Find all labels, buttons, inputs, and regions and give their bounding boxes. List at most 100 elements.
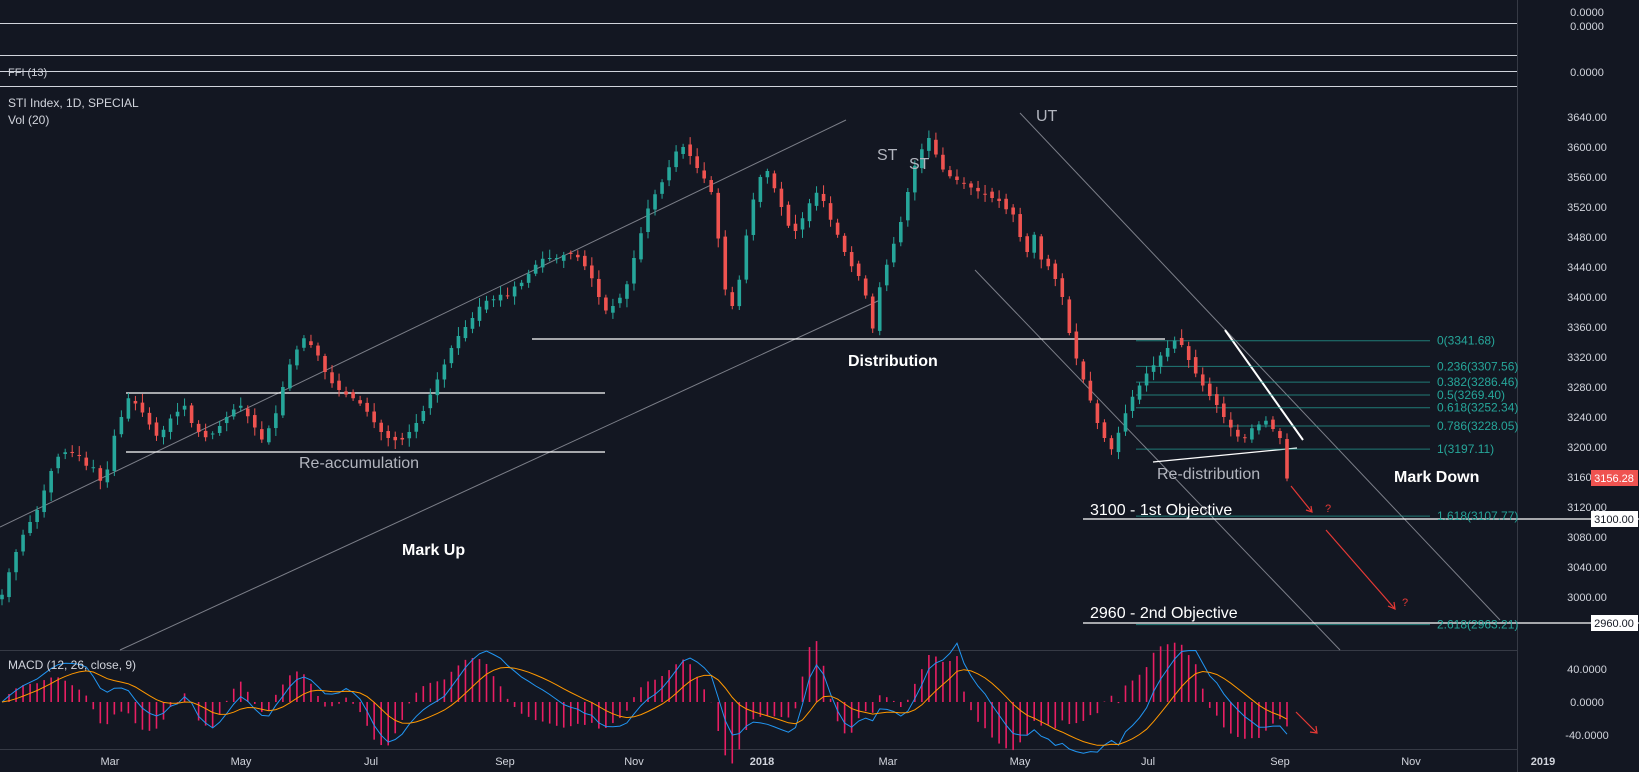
candle-body	[561, 255, 566, 261]
macd-tick-label: -40.0000	[1565, 730, 1608, 742]
candle-body	[112, 435, 117, 472]
candle-body	[1257, 424, 1261, 431]
candle-body	[428, 394, 433, 409]
candle-body	[1193, 357, 1198, 374]
time-tick-label: Jul	[364, 756, 378, 768]
candle-body	[737, 279, 742, 307]
candle-body	[260, 429, 264, 440]
price-tick-label: 3560.00	[1567, 172, 1607, 184]
candle-body	[512, 286, 517, 297]
candle-body	[1011, 207, 1015, 215]
candle-body	[969, 183, 973, 188]
candle-body	[1067, 299, 1072, 333]
candle-body	[358, 400, 362, 404]
markdown-label: Mark Down	[1394, 469, 1479, 486]
price-tick-label: 3520.00	[1567, 202, 1607, 214]
price-tick-label: 3600.00	[1567, 142, 1607, 154]
candle-body	[1271, 419, 1275, 429]
candle-body	[42, 490, 46, 513]
candle-body	[1088, 380, 1093, 401]
candle-body	[1137, 385, 1142, 400]
candle-body	[849, 252, 854, 267]
channel-lines	[0, 112, 1501, 651]
candle-body	[386, 431, 391, 438]
candle-body	[217, 426, 222, 433]
candle-body	[365, 402, 369, 412]
candle-body	[63, 452, 67, 455]
price-tick-label: 3000.00	[1567, 592, 1607, 604]
candle-body	[1109, 438, 1114, 450]
candle-body	[646, 208, 650, 232]
candle-body	[1081, 361, 1086, 380]
time-tick-label: 2018	[750, 756, 774, 768]
candle-body	[449, 348, 454, 364]
level-tag-3100-value: 3100.00	[1594, 514, 1634, 526]
candle-body	[316, 345, 320, 356]
candle-body	[639, 233, 643, 260]
candle-body	[400, 437, 405, 440]
time-tick-label: Nov	[624, 756, 644, 768]
candle-body	[575, 254, 580, 258]
candle-body	[1285, 439, 1289, 479]
candle-body	[309, 341, 313, 345]
candle-body	[877, 287, 882, 331]
candle-body	[7, 572, 11, 598]
price-tick-label: 3440.00	[1567, 262, 1607, 274]
candle-body	[393, 436, 398, 441]
candle-body	[976, 187, 980, 192]
candle-body	[421, 411, 426, 422]
candle-body	[91, 467, 96, 469]
candle-body	[372, 411, 376, 423]
candle-body	[772, 173, 777, 189]
candle-body	[1222, 403, 1226, 417]
candle-body	[716, 192, 721, 239]
time-axis: Mar May Jul Sep Nov 2018 Mar May Jul Sep Nov 2019	[101, 756, 1556, 768]
candle-body	[800, 218, 805, 230]
candle-body	[526, 273, 531, 283]
candles	[0, 130, 1289, 606]
candle-body	[252, 415, 257, 428]
candle-body	[983, 193, 987, 195]
candle-body	[1116, 432, 1121, 453]
candle-body	[618, 297, 622, 304]
candle-body	[1165, 348, 1170, 357]
time-tick-label: Mar	[101, 756, 120, 768]
candle-body	[0, 594, 4, 600]
candle-body	[723, 236, 728, 290]
candle-body	[667, 167, 671, 181]
top-pane-value-a: 0.0000	[1570, 7, 1604, 19]
candle-body	[119, 417, 124, 435]
candle-body	[1207, 383, 1212, 396]
price-tick-label: 3080.00	[1567, 532, 1607, 544]
vol-label: Vol (20)	[8, 113, 49, 127]
candle-body	[948, 170, 952, 177]
candle-body	[583, 255, 587, 267]
candle-body	[1236, 429, 1240, 437]
candle-body	[554, 258, 559, 259]
candle-body	[653, 194, 657, 210]
candle-body	[779, 188, 784, 207]
candle-body	[1018, 214, 1022, 237]
candle-body	[245, 408, 250, 417]
candle-body	[590, 265, 594, 279]
candle-body	[1200, 374, 1205, 386]
candle-body	[463, 327, 468, 339]
candle-body	[238, 405, 243, 408]
candle-body	[1151, 365, 1156, 372]
candle-body	[884, 264, 889, 286]
candle-body	[77, 454, 82, 456]
candle-body	[1039, 236, 1044, 260]
time-tick-label: Nov	[1401, 756, 1421, 768]
candle-body	[625, 284, 629, 299]
candle-body	[906, 192, 910, 221]
candle-body	[505, 295, 510, 297]
candle-body	[632, 258, 636, 284]
candle-body	[934, 139, 938, 155]
candle-body	[1095, 403, 1100, 423]
first-objective-label: 3100 - 1st Objective	[1090, 502, 1232, 519]
candle-body	[435, 379, 440, 396]
candle-body	[660, 182, 664, 194]
candle-body	[70, 451, 75, 453]
time-tick-label: Jul	[1141, 756, 1155, 768]
